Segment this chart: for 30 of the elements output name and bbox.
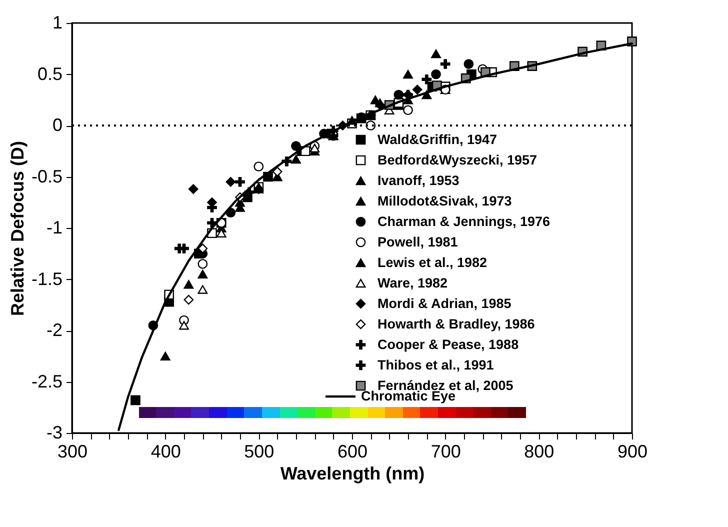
y-axis-title: Relative Defocus (D) [7,140,28,316]
y-tick-label: -2.5 [31,371,62,392]
x-tick-label: 800 [524,442,554,462]
x-tick-label: 500 [244,442,274,462]
legend-label: Howarth & Bradley, 1986 [378,316,536,332]
y-tick-label: 0 [52,115,62,135]
legend-label: Millodot&Sivak, 1973 [378,193,512,208]
y-tick-label: 1 [52,12,62,32]
legend-label: Ivanoff, 1953 [378,172,460,188]
legend-label: Bedford&Wyszecki, 1957 [378,152,538,168]
legend-label: Cooper & Pease, 1988 [378,336,520,352]
y-tick-label: -1.5 [31,268,62,289]
y-tick-label: 0.5 [37,64,62,84]
legend-label: Powell, 1981 [378,234,458,250]
x-tick-label: 300 [57,442,88,462]
y-tick-label: -2 [46,320,62,340]
x-tick-label: 900 [617,442,648,462]
legend-label: Thibos et al., 1991 [378,357,494,372]
legend-label: Lewis et al., 1982 [378,254,488,270]
legend-label: Mordi & Adrian, 1985 [378,296,512,311]
legend-label: Charman & Jennings, 1976 [378,214,551,229]
y-tick-label: -3 [46,422,62,442]
x-axis-title: Wavelength (nm) [280,464,425,484]
x-tick-label: 400 [150,442,181,462]
y-tick-label: -1 [46,218,62,238]
legend-label: Ware, 1982 [378,275,448,290]
legend-label: Wald&Griffin, 1947 [378,132,498,147]
y-tick-label: -0.5 [31,166,62,186]
x-tick-label: 700 [430,442,461,462]
x-tick-label: 600 [337,442,368,462]
